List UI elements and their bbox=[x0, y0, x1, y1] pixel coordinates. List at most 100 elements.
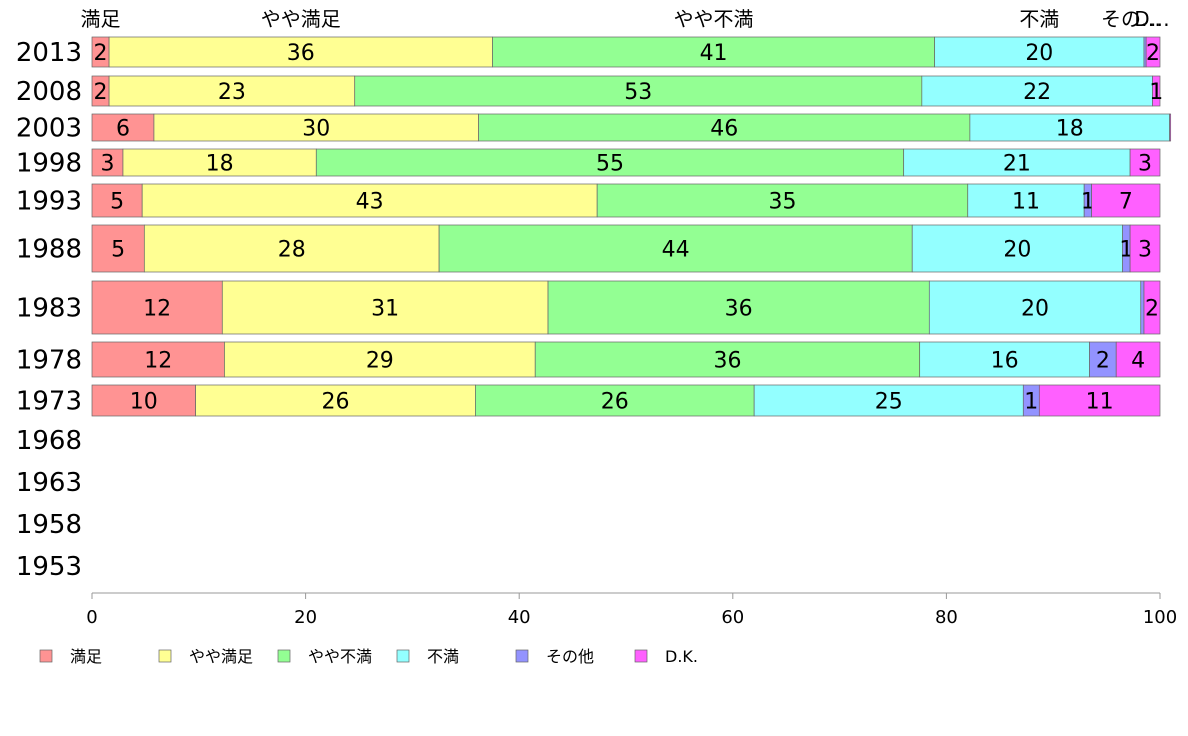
legend-label: やや満足 bbox=[189, 647, 253, 666]
x-tick-label: 100 bbox=[1143, 607, 1177, 628]
data-label: 44 bbox=[662, 238, 690, 263]
legend-swatch bbox=[634, 649, 648, 663]
bar-segment bbox=[492, 36, 936, 68]
data-label: 23 bbox=[218, 80, 246, 105]
category-label: 1983 bbox=[16, 294, 82, 324]
bar-segment bbox=[1140, 280, 1145, 335]
bar-segment bbox=[903, 148, 1131, 177]
data-label: 4 bbox=[1131, 349, 1145, 374]
data-label: 36 bbox=[725, 297, 753, 322]
top-segment-label: やや不満 bbox=[674, 7, 754, 31]
top-segment-label: 不満 bbox=[1019, 7, 1059, 31]
bar-segment bbox=[91, 148, 124, 177]
x-tick-label: 0 bbox=[86, 607, 97, 628]
legend-swatch bbox=[277, 649, 291, 663]
legend-label: D.K. bbox=[665, 647, 698, 666]
data-label: 18 bbox=[1056, 117, 1084, 142]
data-label: 29 bbox=[366, 349, 394, 374]
bar-segment bbox=[354, 75, 923, 107]
bar-segment bbox=[1115, 341, 1161, 378]
bar-segment bbox=[534, 341, 921, 378]
top-segment-label: やや満足 bbox=[261, 7, 341, 31]
bar-segment bbox=[91, 280, 223, 335]
data-label: 18 bbox=[206, 152, 234, 177]
top-segment-label: 満足 bbox=[81, 7, 121, 31]
data-label: 43 bbox=[356, 190, 384, 215]
bar-segment bbox=[967, 183, 1085, 218]
data-label: 11 bbox=[1086, 390, 1114, 415]
category-label: 1978 bbox=[16, 346, 82, 376]
bar-segment bbox=[921, 75, 1153, 107]
category-label: 2003 bbox=[16, 114, 82, 144]
bar-segment bbox=[969, 113, 1170, 142]
data-label: 20 bbox=[1003, 238, 1031, 263]
data-label: 3 bbox=[1138, 152, 1152, 177]
category-label: 1998 bbox=[16, 149, 82, 179]
data-label: 35 bbox=[768, 190, 796, 215]
data-label: 12 bbox=[143, 297, 171, 322]
bar-segment bbox=[919, 341, 1090, 378]
bar-segment bbox=[221, 280, 549, 335]
data-label: 2 bbox=[1145, 297, 1159, 322]
bar-segment bbox=[1089, 341, 1117, 378]
legend-swatch bbox=[515, 649, 529, 663]
legend-swatch bbox=[158, 649, 172, 663]
top-segment-label: D… bbox=[1134, 7, 1169, 31]
data-label: 36 bbox=[287, 41, 315, 66]
bar-segment bbox=[153, 113, 479, 142]
bar-segment bbox=[224, 341, 536, 378]
bar-segment bbox=[1129, 224, 1161, 273]
bar-segment bbox=[122, 148, 317, 177]
bar-segment bbox=[934, 36, 1145, 68]
bar-segment bbox=[911, 224, 1123, 273]
bar-segment bbox=[1169, 113, 1172, 142]
bar-segment bbox=[753, 384, 1024, 417]
bar-segment bbox=[1129, 148, 1161, 177]
data-label: 31 bbox=[371, 297, 399, 322]
legend-swatch bbox=[396, 649, 410, 663]
bar-segment bbox=[315, 148, 905, 177]
data-label: 46 bbox=[710, 117, 738, 142]
category-label: 1963 bbox=[16, 468, 82, 498]
data-label: 1 bbox=[1024, 390, 1038, 415]
bar-segment bbox=[108, 75, 356, 107]
data-label: 11 bbox=[1012, 190, 1040, 215]
data-label: 16 bbox=[991, 349, 1019, 374]
x-tick-label: 40 bbox=[508, 607, 531, 628]
data-label: 30 bbox=[302, 117, 330, 142]
category-label: 2008 bbox=[16, 77, 82, 107]
data-label: 53 bbox=[624, 80, 652, 105]
legend-label: 不満 bbox=[427, 647, 459, 666]
data-label: 36 bbox=[713, 349, 741, 374]
data-label: 25 bbox=[875, 390, 903, 415]
legend-label: 満足 bbox=[70, 647, 102, 666]
data-label: 2 bbox=[1146, 41, 1160, 66]
data-label: 22 bbox=[1023, 80, 1051, 105]
data-label: 21 bbox=[1003, 152, 1031, 177]
category-label: 2013 bbox=[16, 38, 82, 68]
bar-segment bbox=[108, 36, 493, 68]
bar-segment bbox=[91, 113, 155, 142]
data-label: 12 bbox=[144, 349, 172, 374]
data-label: 20 bbox=[1021, 297, 1049, 322]
bar-segment bbox=[547, 280, 930, 335]
x-tick-label: 80 bbox=[935, 607, 958, 628]
data-label: 2 bbox=[1096, 349, 1110, 374]
data-label: 41 bbox=[700, 41, 728, 66]
category-label: 1958 bbox=[16, 510, 82, 540]
legend-label: やや不満 bbox=[308, 647, 372, 666]
bar-segment bbox=[1152, 75, 1161, 107]
data-label: 5 bbox=[110, 190, 124, 215]
bar-segment bbox=[596, 183, 969, 218]
data-label: 55 bbox=[596, 152, 624, 177]
legend-swatch bbox=[39, 649, 53, 663]
category-label: 1988 bbox=[16, 235, 82, 265]
data-label: 20 bbox=[1025, 41, 1053, 66]
data-label: 28 bbox=[278, 238, 306, 263]
data-label: 5 bbox=[111, 238, 125, 263]
category-label: 1973 bbox=[16, 387, 82, 417]
bar-segment bbox=[195, 384, 476, 417]
data-label: 7 bbox=[1119, 190, 1133, 215]
data-label: 3 bbox=[1138, 238, 1152, 263]
data-label: 26 bbox=[322, 390, 350, 415]
